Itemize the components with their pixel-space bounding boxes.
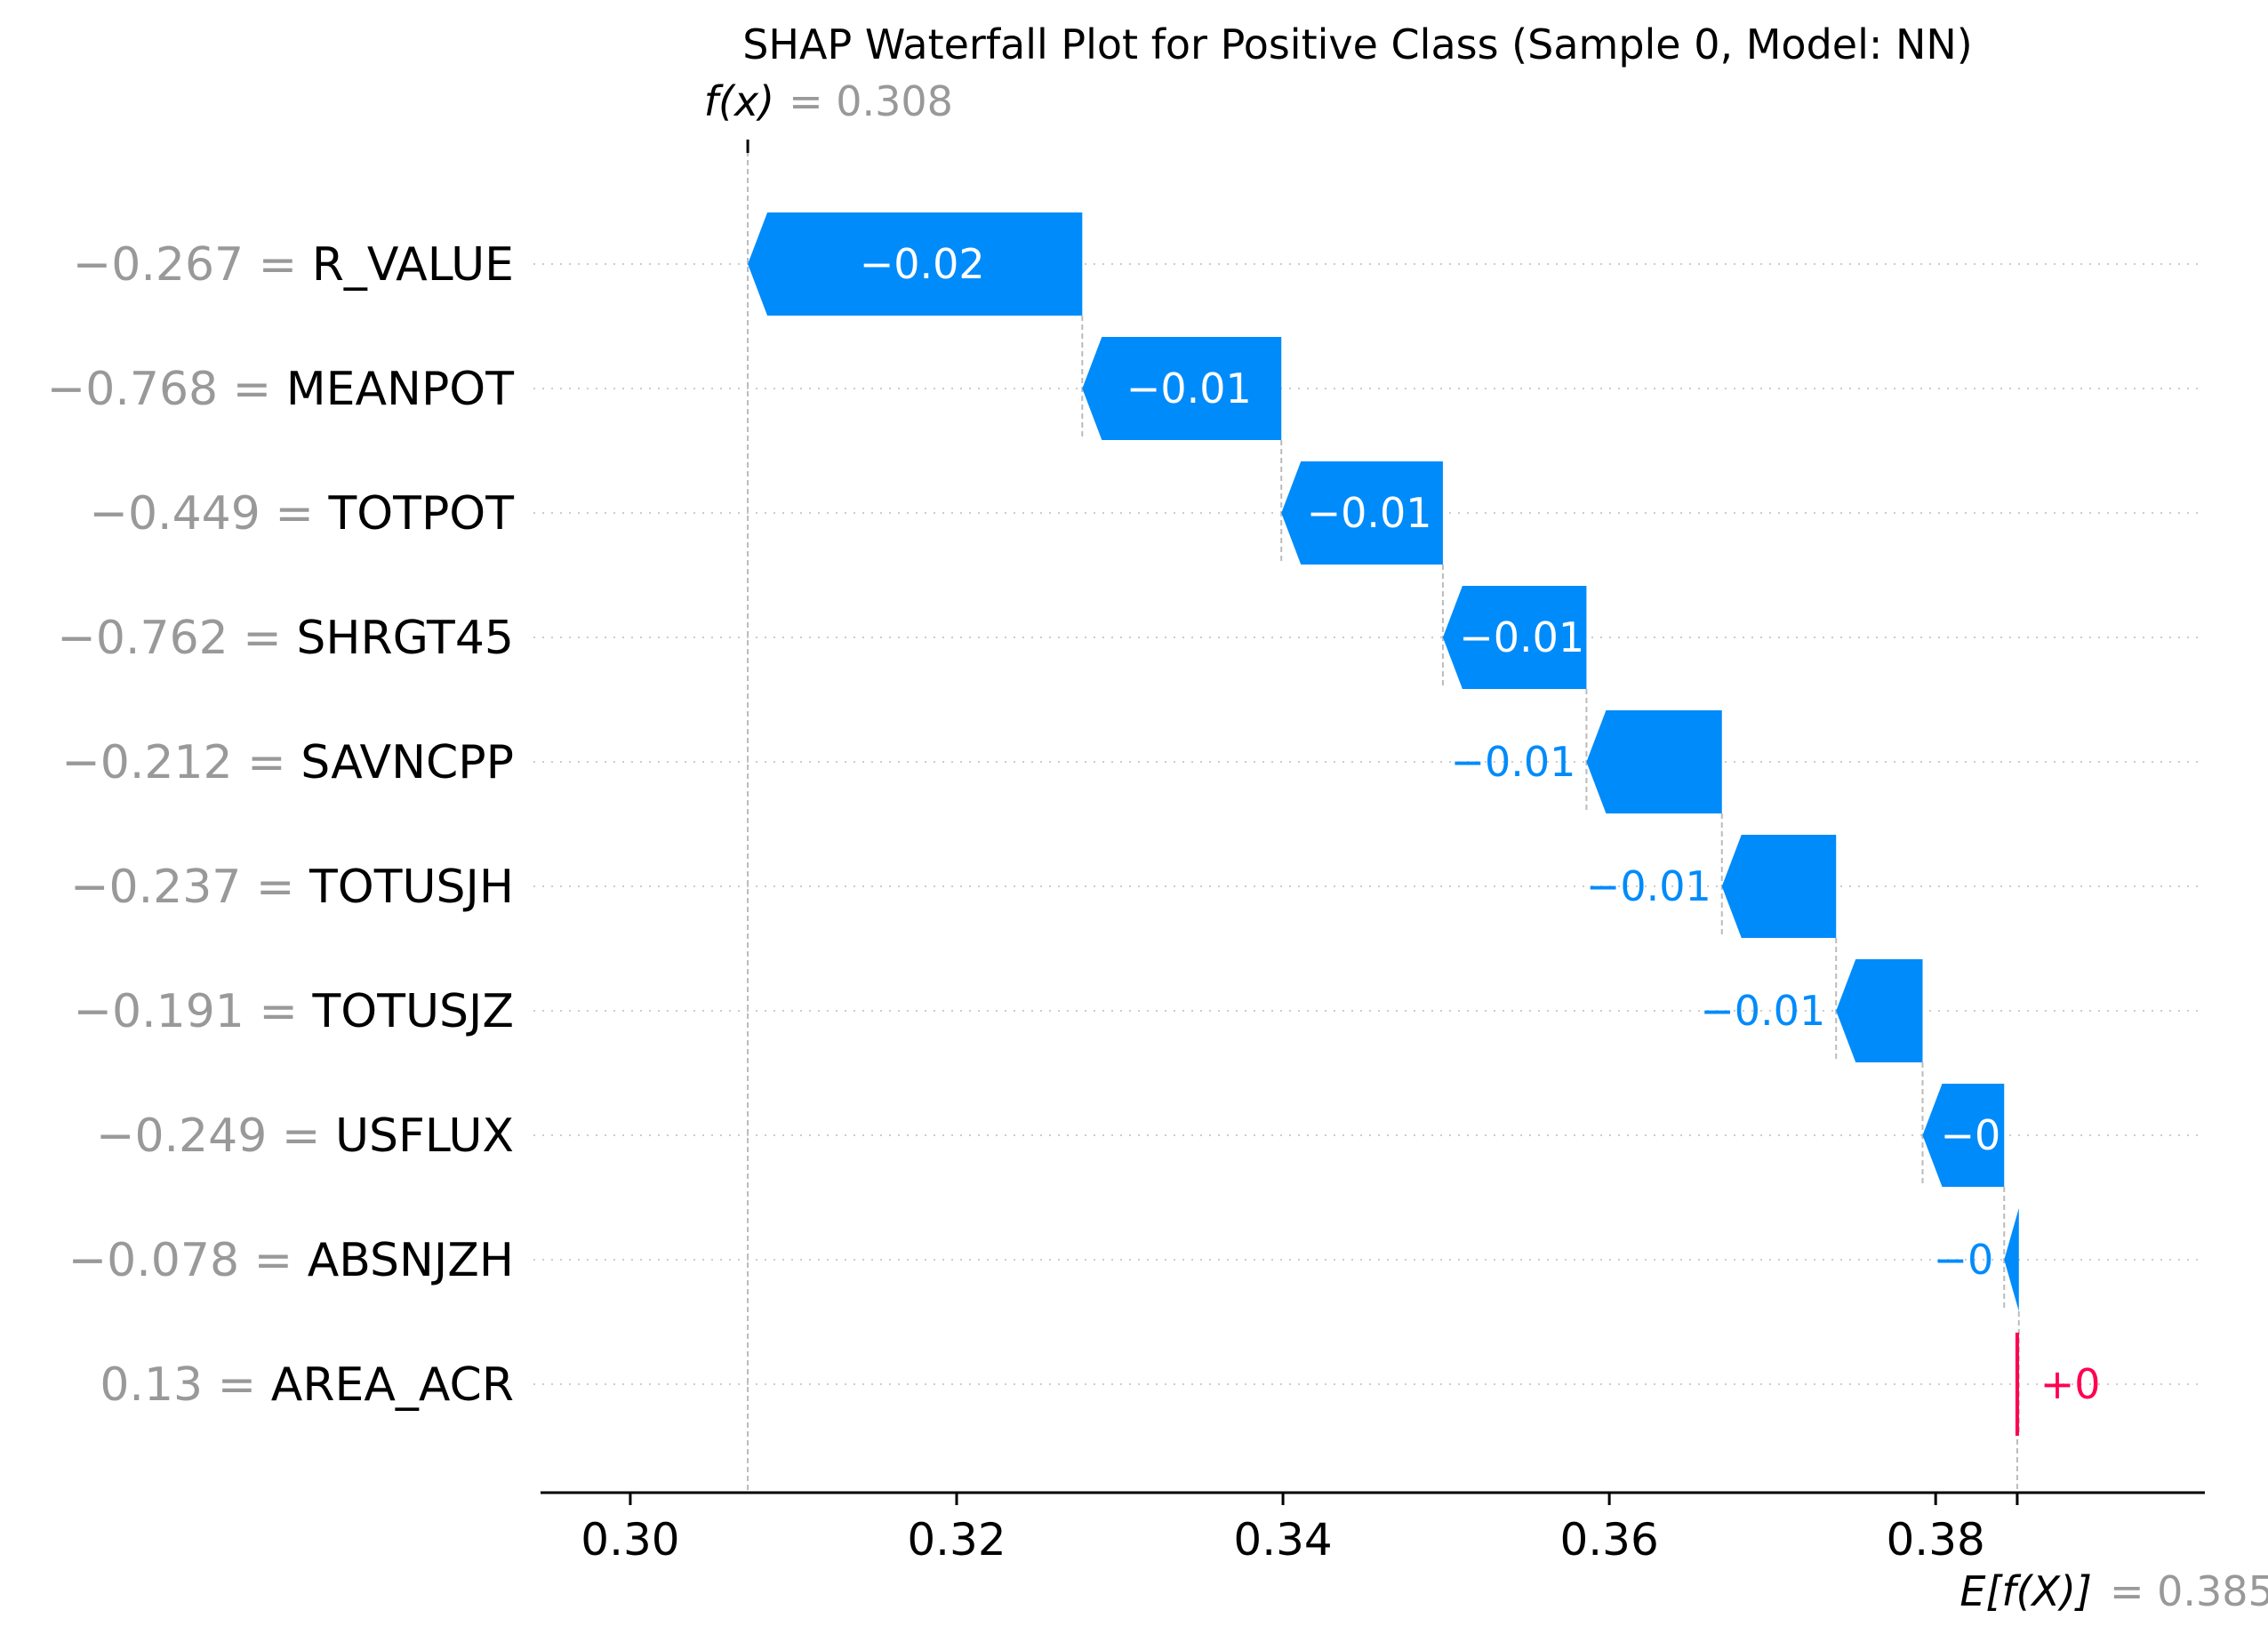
feature-label: −0.237 = TOTUSJH [70, 861, 514, 914]
bar-totpot [1281, 461, 1443, 565]
bar-layer [748, 212, 2019, 1436]
efx-label: E[f(X)] [1959, 1567, 2092, 1615]
x-tick-label: 0.32 [907, 1514, 1006, 1566]
feature-label: −0.212 = SAVNCPP [61, 736, 514, 789]
fx-annotation: f(x) = 0.308 [704, 77, 953, 125]
bar-totusjz [1836, 959, 1923, 1062]
guide-layer [746, 140, 2020, 1493]
bar-value-label: −0.01 [1586, 862, 1711, 910]
feature-label: −0.249 = USFLUX [96, 1109, 514, 1163]
grid-layer [533, 263, 2200, 1385]
feature-label: −0.449 = TOTPOT [89, 487, 514, 541]
feature-label: −0.768 = MEANPOT [47, 363, 515, 416]
x-axis: 0.30 0.32 0.34 0.36 0.38 [541, 1491, 2205, 1566]
fx-label: f(x) [704, 77, 774, 125]
x-tick-label: 0.34 [1233, 1514, 1332, 1566]
efx-value: = 0.385 [2110, 1567, 2268, 1615]
feature-label: −0.191 = TOTUSJZ [73, 985, 514, 1038]
feature-label: −0.762 = SHRGT45 [57, 612, 514, 665]
bar-totusjh [1721, 835, 1837, 938]
bar-value-label: −0.01 [1307, 489, 1432, 537]
bar-absnjzh [2004, 1208, 2019, 1311]
bar-shrgt45 [1442, 586, 1587, 689]
efx-annotation: E[f(X)] = 0.385 [1959, 1567, 2268, 1615]
bar-value-label: −0.01 [1700, 987, 1825, 1035]
x-tick-label: 0.30 [581, 1514, 679, 1566]
bar-value-label: −0.01 [1126, 364, 1252, 413]
feature-label: 0.13 = AREA_ACR [100, 1358, 514, 1412]
label-layer: −0.02 −0.01 −0.01 −0.01 −0.01 −0.01 −0.01 −0 −0 +… [860, 240, 2101, 1408]
bar-meanpot [1082, 337, 1282, 440]
feature-label: −0.078 = ABSNJZH [68, 1234, 514, 1287]
bar-value-label: −0.01 [1450, 738, 1575, 786]
feature-label: −0.267 = R_VALUE [73, 238, 514, 292]
bar-value-label: −0.01 [1459, 613, 1584, 661]
bar-value-label: −0.02 [860, 240, 985, 288]
bar-value-label: −0 [1940, 1111, 2000, 1159]
x-tick-label: 0.38 [1887, 1514, 1985, 1566]
bar-savncpp [1586, 710, 1722, 813]
bar-value-label: −0 [1933, 1236, 1993, 1284]
chart-title: SHAP Waterfall Plot for Positive Class (… [742, 20, 1973, 68]
y-axis-labels: −0.267 = R_VALUE −0.768 = MEANPOT −0.449 =… [47, 238, 515, 1412]
fx-value: = 0.308 [789, 77, 953, 125]
x-tick-label: 0.36 [1559, 1514, 1658, 1566]
bar-r_value [748, 212, 1083, 316]
bar-usflux [1922, 1084, 2005, 1187]
bar-value-label: +0 [2040, 1360, 2101, 1408]
